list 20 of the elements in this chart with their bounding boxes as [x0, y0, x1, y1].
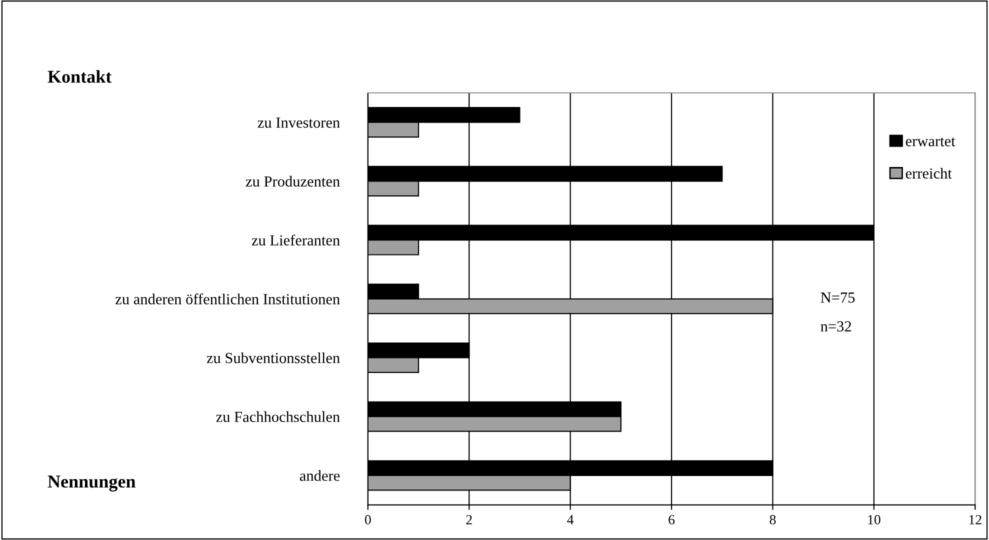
x-tick-label: 4 — [567, 515, 574, 524]
x-tick-label: 10 — [868, 515, 880, 524]
y-tick-label: andere — [300, 470, 340, 481]
annotation: N=75 — [820, 292, 855, 303]
y-tick-label: zu Subventionsstellen — [206, 352, 340, 364]
x-tick-label: 6 — [668, 515, 675, 524]
y-tick-label: zu Fachhochschulen — [216, 411, 340, 422]
y-tick-label: zu Investoren — [258, 118, 340, 128]
y-tick-label: zu Produzenten — [246, 176, 340, 187]
y-axis-title: Kontakt — [48, 70, 112, 83]
x-tick-label: 8 — [770, 515, 776, 524]
x-tick-label: 0 — [364, 515, 371, 524]
x-tick-label: 2 — [466, 515, 472, 524]
x-axis-title: Nennungen — [48, 476, 136, 492]
y-tick-label: zu anderen öffentlichen Institutionen — [116, 293, 340, 304]
annotation: n=32 — [820, 321, 851, 332]
x-tick-label: 12 — [969, 515, 982, 524]
y-tick-label: zu Lieferanten — [252, 234, 340, 246]
legend-label: erwartet — [906, 138, 956, 146]
legend-label: erreicht — [906, 168, 952, 179]
